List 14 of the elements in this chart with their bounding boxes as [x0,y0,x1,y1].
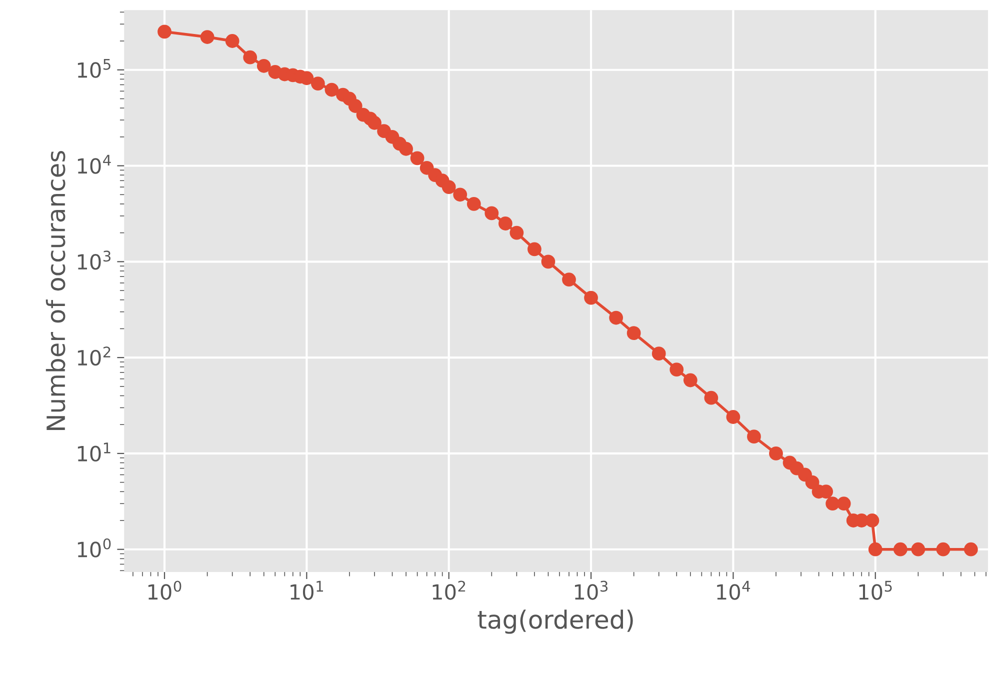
y-tick-label: 10$^{0}$ [78,538,111,558]
x-tick-label: 10$^{4}$ [717,580,750,600]
x-tick-label: 10$^{1}$ [290,580,323,600]
y-tick-label: 10$^{2}$ [78,346,110,366]
x-tick-label: 10$^{2}$ [432,580,466,600]
y-tick-label: 10$^{3}$ [78,250,110,270]
y-tick-label: 10$^{4}$ [78,154,111,174]
x-tick-label: 10$^{3}$ [574,580,608,600]
x-tick-label: 10$^{0}$ [148,580,182,600]
x-tick-label: 10$^{5}$ [859,580,892,600]
y-axis-title: Number of occurances [46,150,66,430]
x-axis-title: tag(ordered) [478,610,633,634]
y-tick-label: 10$^{1}$ [78,442,110,462]
y-tick-label: 10$^{5}$ [78,59,110,78]
